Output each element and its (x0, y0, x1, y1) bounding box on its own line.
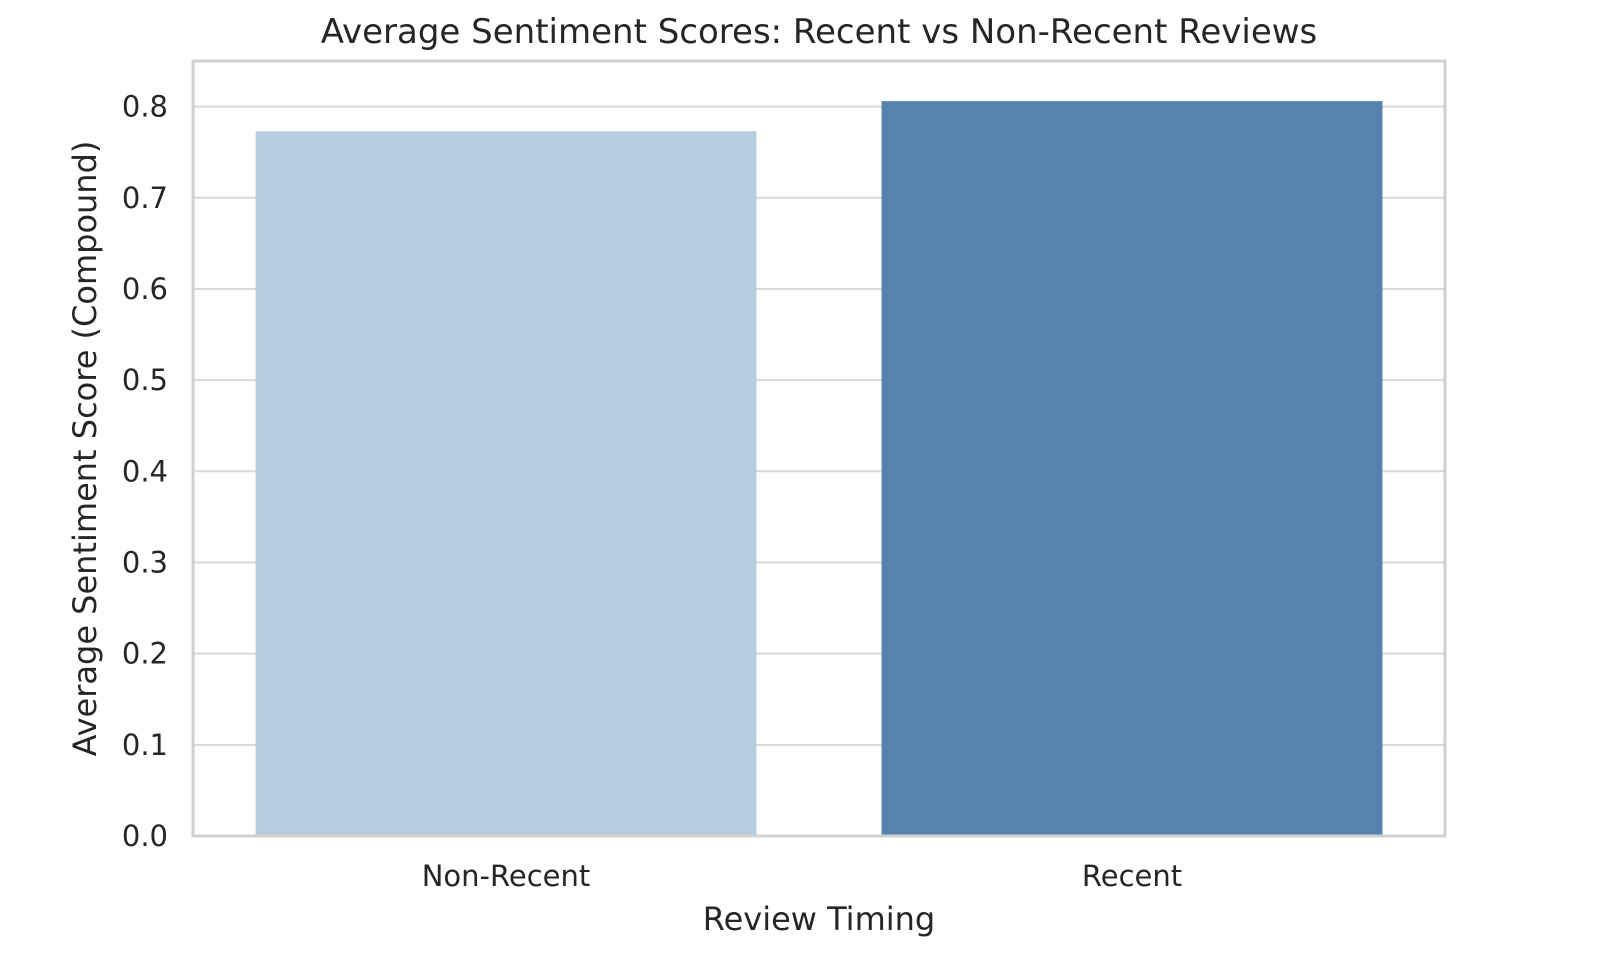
y-tick-label: 0.4 (122, 454, 168, 488)
y-tick-label: 0.5 (122, 363, 168, 397)
x-tick-label: Recent (1082, 859, 1182, 893)
y-axis-label: Average Sentiment Score (Compound) (66, 141, 104, 757)
bar-recent (881, 101, 1383, 836)
y-tick-label: 0.6 (122, 272, 168, 306)
x-tick-labels: Non-Recent Recent (422, 859, 1182, 893)
x-axis-label: Review Timing (703, 900, 935, 938)
bar-non-recent (255, 131, 757, 837)
chart-title: Average Sentiment Scores: Recent vs Non-… (321, 12, 1318, 52)
bars (255, 101, 1383, 837)
y-tick-label: 0.7 (122, 181, 168, 215)
y-tick-label: 0.8 (122, 90, 168, 124)
y-tick-labels: 0.0 0.1 0.2 0.3 0.4 0.5 0.6 0.7 0.8 (122, 90, 168, 853)
x-tick-label: Non-Recent (422, 859, 591, 893)
y-tick-label: 0.3 (122, 545, 168, 579)
y-tick-label: 0.0 (122, 819, 168, 853)
y-tick-label: 0.2 (122, 637, 168, 671)
plot-frame (191, 59, 1447, 838)
y-tick-label: 0.1 (122, 728, 168, 762)
